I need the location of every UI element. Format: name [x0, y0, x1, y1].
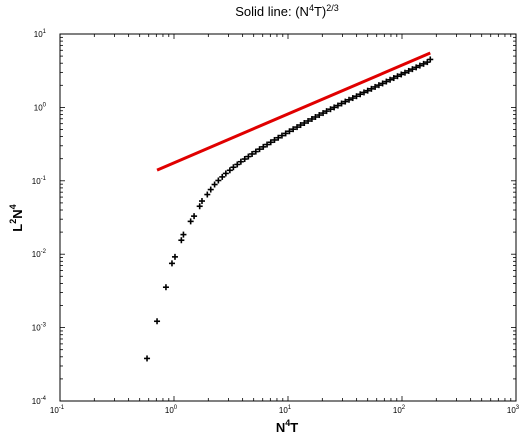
- data-point: [260, 143, 267, 150]
- data-point: [187, 218, 194, 225]
- data-point: [171, 253, 178, 260]
- y-tick-label: 100: [34, 102, 47, 112]
- data-point: [401, 69, 408, 76]
- data-series: [144, 51, 434, 362]
- data-point: [178, 237, 185, 244]
- data-point: [290, 126, 297, 133]
- data-point: [294, 124, 301, 131]
- data-point: [278, 132, 285, 139]
- data-point: [331, 104, 338, 111]
- y-tick-labels: 10-4 10-3 10-2 10-1 100 101: [32, 29, 47, 406]
- data-point: [241, 156, 248, 163]
- data-point: [162, 284, 169, 291]
- data-point: [342, 98, 349, 105]
- data-point: [226, 167, 233, 174]
- data-point: [405, 67, 412, 74]
- x-tick-label: 103: [507, 405, 520, 415]
- y-tick-label: 101: [34, 29, 47, 39]
- data-point: [219, 173, 226, 180]
- data-point: [394, 73, 401, 80]
- data-point: [245, 153, 252, 160]
- data-point: [375, 82, 382, 89]
- y-axis-label: L2N4: [8, 204, 25, 231]
- data-point: [207, 186, 214, 193]
- data-point: [390, 75, 397, 82]
- axes-frame: [59, 33, 517, 402]
- data-point: [168, 260, 175, 267]
- data-point: [301, 120, 308, 127]
- data-point: [196, 203, 203, 210]
- data-point: [316, 112, 323, 119]
- x-tick-label: 102: [393, 405, 406, 415]
- x-tick-label: 101: [279, 405, 292, 415]
- data-point: [275, 134, 282, 141]
- data-point: [357, 91, 364, 98]
- data-point: [198, 198, 205, 205]
- data-point: [372, 83, 379, 90]
- data-point: [323, 108, 330, 115]
- data-point: [364, 87, 371, 94]
- data-point: [320, 110, 327, 117]
- data-point: [308, 115, 315, 122]
- data-point: [282, 130, 289, 137]
- data-point: [409, 66, 416, 73]
- data-point: [234, 161, 241, 168]
- data-point: [346, 96, 353, 103]
- data-point: [249, 150, 256, 157]
- y-tick-label: 10-2: [32, 249, 47, 259]
- data-point: [353, 93, 360, 100]
- data-point: [349, 95, 356, 102]
- data-point: [215, 177, 222, 184]
- data-point: [154, 318, 161, 325]
- data-point: [305, 117, 312, 124]
- data-point: [420, 60, 427, 67]
- data-point: [230, 164, 237, 171]
- x-tick-labels: 10-1 100 101 102 103: [50, 405, 520, 415]
- data-point: [368, 85, 375, 92]
- data-point: [264, 141, 271, 148]
- data-point: [237, 158, 244, 165]
- x-tick-label: 10-1: [50, 405, 65, 415]
- data-point: [271, 136, 278, 143]
- data-point: [334, 102, 341, 109]
- power-law-line: [156, 51, 431, 172]
- y-tick-label: 10-3: [32, 323, 47, 333]
- data-point: [252, 148, 259, 155]
- data-point: [360, 89, 367, 96]
- data-point: [286, 128, 293, 135]
- data-point: [144, 355, 151, 362]
- data-point: [256, 146, 263, 153]
- data-point: [180, 231, 187, 238]
- data-point: [398, 71, 405, 78]
- data-point: [204, 191, 211, 198]
- data-point: [267, 139, 274, 146]
- x-axis-label: N4T: [276, 418, 298, 435]
- data-point: [222, 170, 229, 177]
- data-point: [387, 76, 394, 83]
- data-point: [297, 122, 304, 129]
- chart-title: Solid line: (N4T)2/3: [235, 3, 339, 19]
- data-point: [383, 78, 390, 85]
- y-tick-label: 10-1: [32, 176, 47, 186]
- data-point: [413, 64, 420, 71]
- data-point: [338, 100, 345, 107]
- plot-area: 10-1 100 101 102 103 10-4 10-3 10-2 10-1 100 101: [32, 29, 520, 415]
- data-point: [379, 80, 386, 87]
- tick-marks: [60, 34, 516, 401]
- data-point: [416, 62, 423, 69]
- data-point: [312, 113, 319, 120]
- data-point: [191, 213, 198, 220]
- data-point: [327, 106, 334, 113]
- y-tick-label: 10-4: [32, 396, 47, 406]
- data-point: [211, 181, 218, 188]
- x-tick-label: 100: [165, 405, 178, 415]
- data-point: [427, 56, 434, 63]
